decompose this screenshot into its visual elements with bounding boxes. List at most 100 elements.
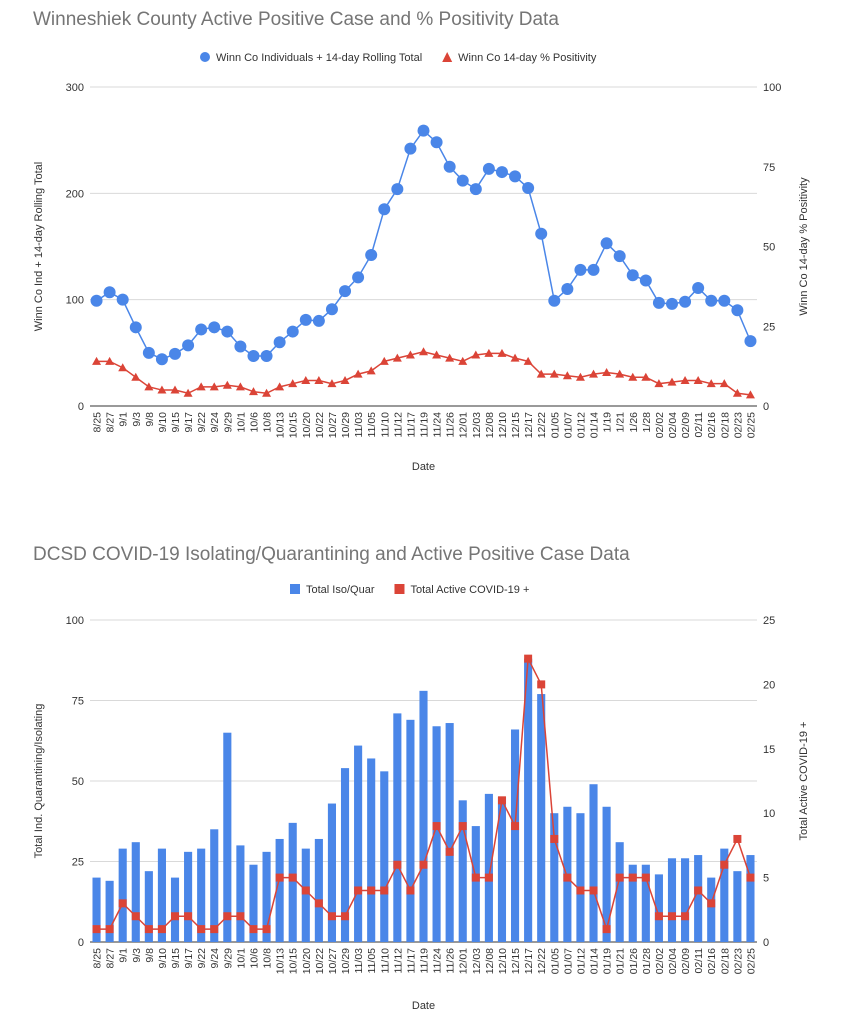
- x-tick-label: 01/12: [575, 412, 587, 438]
- data-point: [144, 925, 153, 934]
- y-tick-label-right: 25: [763, 615, 775, 627]
- legend-label: Winn Co Individuals + 14-day Rolling Tot…: [216, 52, 422, 64]
- data-point: [628, 372, 638, 381]
- y-tick-label-left: 75: [72, 696, 84, 708]
- bar: [733, 871, 742, 942]
- data-point: [92, 356, 102, 365]
- bar: [432, 726, 441, 942]
- x-tick-label: 10/20: [301, 412, 313, 438]
- bar: [210, 829, 219, 942]
- x-tick-label: 8/25: [92, 412, 104, 433]
- x-tick-label: 02/11: [693, 412, 705, 438]
- data-point: [576, 886, 585, 895]
- bar: [327, 803, 337, 942]
- x-tick-label: 01/07: [562, 412, 574, 438]
- data-point: [602, 368, 612, 377]
- x-tick-label: 01/14: [589, 948, 601, 974]
- data-point: [116, 293, 129, 306]
- data-point: [628, 873, 637, 882]
- bar: [406, 719, 415, 942]
- y-axis-title-left: Winn Co Ind + 14-day Rolling Total: [33, 162, 45, 331]
- y-tick-label-right: 100: [763, 82, 781, 94]
- data-point: [182, 339, 195, 352]
- data-point: [171, 912, 180, 921]
- x-tick-label: 12/03: [471, 412, 483, 438]
- x-tick-label: 01/21: [615, 948, 627, 974]
- data-point: [144, 382, 154, 391]
- data-point: [118, 899, 127, 908]
- data-point: [406, 886, 415, 895]
- x-tick-label: 11/10: [379, 412, 391, 438]
- data-point: [391, 183, 404, 196]
- data-point: [589, 886, 598, 895]
- bar: [223, 732, 232, 942]
- bar: [301, 848, 310, 942]
- data-point: [404, 142, 417, 155]
- data-point: [652, 296, 665, 309]
- x-tick-label: 9/1: [118, 948, 130, 963]
- data-point: [195, 323, 208, 336]
- x-axis-title: Date: [412, 461, 435, 473]
- x-tick-label: 01/12: [575, 948, 587, 974]
- x-tick-label: 12/08: [484, 948, 496, 974]
- data-point: [524, 654, 533, 663]
- data-point: [720, 860, 729, 869]
- data-point: [288, 873, 297, 882]
- y-tick-label-left: 100: [66, 295, 84, 307]
- x-tick-label: 9/15: [170, 412, 182, 433]
- data-point: [286, 325, 299, 338]
- legend-swatch: [290, 584, 300, 594]
- data-point: [641, 873, 650, 882]
- x-tick-label: 02/25: [745, 948, 757, 974]
- x-tick-label: 10/13: [275, 412, 287, 438]
- bar: [589, 784, 598, 942]
- data-point: [341, 912, 350, 921]
- data-point: [510, 353, 520, 362]
- data-point: [574, 263, 587, 276]
- x-tick-label: 01/26: [628, 948, 640, 974]
- bar: [197, 848, 206, 942]
- data-point: [563, 873, 572, 882]
- x-tick-label: 8/25: [92, 948, 104, 969]
- data-point: [327, 379, 337, 388]
- x-tick-label: 11/17: [405, 948, 417, 974]
- x-tick-label: 1/19: [602, 412, 614, 433]
- data-point: [380, 886, 389, 895]
- data-point: [707, 899, 716, 908]
- data-point: [445, 847, 454, 856]
- x-tick-label: 02/16: [706, 948, 718, 974]
- data-point: [367, 886, 376, 895]
- x-tick-label: 12/22: [536, 412, 548, 438]
- data-point: [405, 350, 415, 359]
- x-tick-label: 1/26: [628, 412, 640, 433]
- data-point: [471, 873, 480, 882]
- x-tick-label: 8/27: [105, 412, 117, 433]
- x-tick-label: 01/05: [549, 948, 561, 974]
- data-point: [312, 314, 325, 327]
- data-point: [497, 796, 506, 805]
- data-point: [679, 295, 692, 308]
- x-tick-label: 10/8: [262, 948, 274, 969]
- x-tick-label: 02/02: [654, 412, 666, 438]
- bar: [314, 838, 323, 942]
- bar: [746, 855, 755, 942]
- data-point: [469, 183, 482, 196]
- legend-label: Winn Co 14-day % Positivity: [458, 52, 597, 64]
- y-tick-label-left: 200: [66, 188, 84, 200]
- data-point: [419, 347, 428, 356]
- data-point: [170, 385, 180, 394]
- data-point: [482, 162, 495, 175]
- data-point: [339, 285, 352, 298]
- data-point: [209, 382, 219, 391]
- data-point: [197, 925, 206, 934]
- x-tick-label: 10/27: [327, 948, 339, 974]
- data-point: [235, 382, 245, 391]
- x-tick-label: 10/6: [248, 412, 260, 433]
- bar: [144, 871, 153, 942]
- data-point: [90, 294, 103, 307]
- x-tick-label: 10/29: [340, 948, 352, 974]
- data-point: [314, 375, 324, 384]
- data-point: [142, 346, 155, 359]
- data-point: [314, 899, 323, 908]
- x-tick-label: 02/04: [667, 948, 679, 974]
